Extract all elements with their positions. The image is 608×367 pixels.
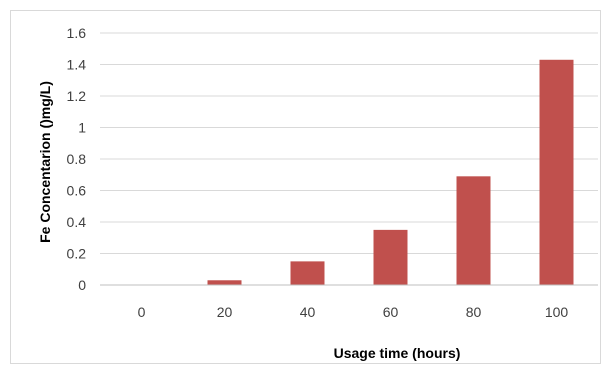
- y-tick-label: 0.2: [67, 246, 87, 262]
- y-tick-label: 1.2: [67, 88, 87, 104]
- y-tick-label: 0.6: [67, 183, 87, 199]
- bar-60: [373, 229, 408, 285]
- x-tick-label: 80: [466, 304, 482, 320]
- y-tick-label: 1.6: [67, 25, 87, 41]
- x-tick-label: 60: [383, 304, 399, 320]
- y-axis-ticks: 0 0.2 0.4 0.6 0.8 1 1.2 1.4 1.6: [67, 25, 87, 293]
- y-tick-label: 0.8: [67, 151, 87, 167]
- bar-80: [456, 176, 491, 285]
- x-tick-label: 100: [545, 304, 569, 320]
- x-tick-label: 40: [300, 304, 316, 320]
- bars: [207, 59, 574, 286]
- x-tick-label: 0: [138, 304, 146, 320]
- x-axis-ticks: 0 20 40 60 80 100: [138, 304, 569, 320]
- y-tick-label: 1.4: [67, 57, 87, 73]
- gridlines: [100, 32, 598, 254]
- x-tick-label: 20: [217, 304, 233, 320]
- bar-40: [290, 261, 325, 285]
- y-tick-label: 1: [78, 120, 86, 136]
- x-axis-title: Usage time (hours): [334, 345, 461, 361]
- bar-20: [207, 280, 242, 285]
- chart-area: [10, 10, 601, 364]
- y-tick-label: 0: [78, 277, 86, 293]
- y-axis-title: Fe Concentarion ()mg/L): [37, 81, 53, 243]
- bar-100: [539, 59, 574, 286]
- y-tick-label: 0.4: [67, 214, 87, 230]
